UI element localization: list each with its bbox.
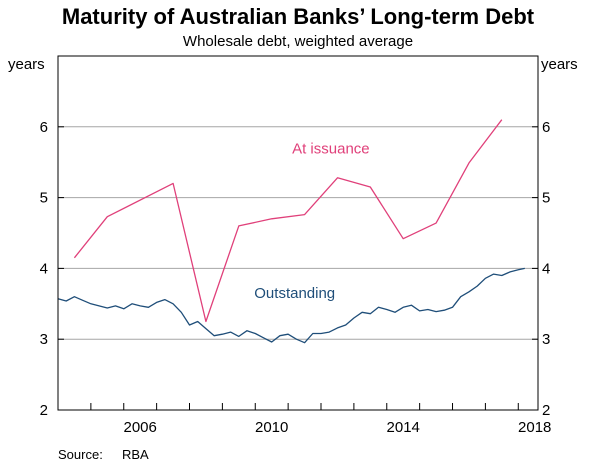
y-tick-label-left-2: 2: [40, 402, 48, 419]
y-axis-unit-right: years: [541, 56, 578, 73]
plot-frame: [57, 55, 539, 411]
series-line-outstanding: [57, 267, 525, 344]
series-label-at-issuance: At issuance: [292, 141, 370, 158]
series-lines: [57, 119, 525, 344]
y-tick-label-right-5: 5: [542, 190, 550, 207]
x-tick-label-2006: 2006: [124, 419, 157, 436]
y-tick-label-left-5: 5: [40, 190, 48, 207]
gridlines: [58, 126, 538, 340]
y-tick-label-right-3: 3: [542, 331, 550, 348]
x-tick-label-2014: 2014: [387, 419, 420, 436]
y-tick-label-left-6: 6: [40, 119, 48, 136]
y-tick-label-right-4: 4: [542, 260, 550, 277]
chart-title: Maturity of Australian Banks’ Long-term …: [62, 4, 535, 29]
y-tick-label-right-2: 2: [542, 402, 550, 419]
y-axis-unit-left: years: [8, 56, 45, 73]
series-labels: At issuance Outstanding: [254, 141, 369, 302]
chart-subtitle: Wholesale debt, weighted average: [183, 33, 413, 50]
y-tick-label-right-6: 6: [542, 119, 550, 136]
source-label: Source:: [58, 447, 103, 462]
x-tick-label-2010: 2010: [255, 419, 288, 436]
x-tick-label-2018: 2018: [518, 419, 551, 436]
source-value: RBA: [122, 447, 149, 462]
tick-labels: 2 2 3 3 4 4 5 5 6 6 2006 2010 2014 2018: [40, 119, 552, 436]
y-tick-label-left-3: 3: [40, 331, 48, 348]
series-label-outstanding: Outstanding: [254, 285, 335, 302]
series-line-at-issuance: [73, 119, 503, 323]
y-tick-label-left-4: 4: [40, 260, 48, 277]
